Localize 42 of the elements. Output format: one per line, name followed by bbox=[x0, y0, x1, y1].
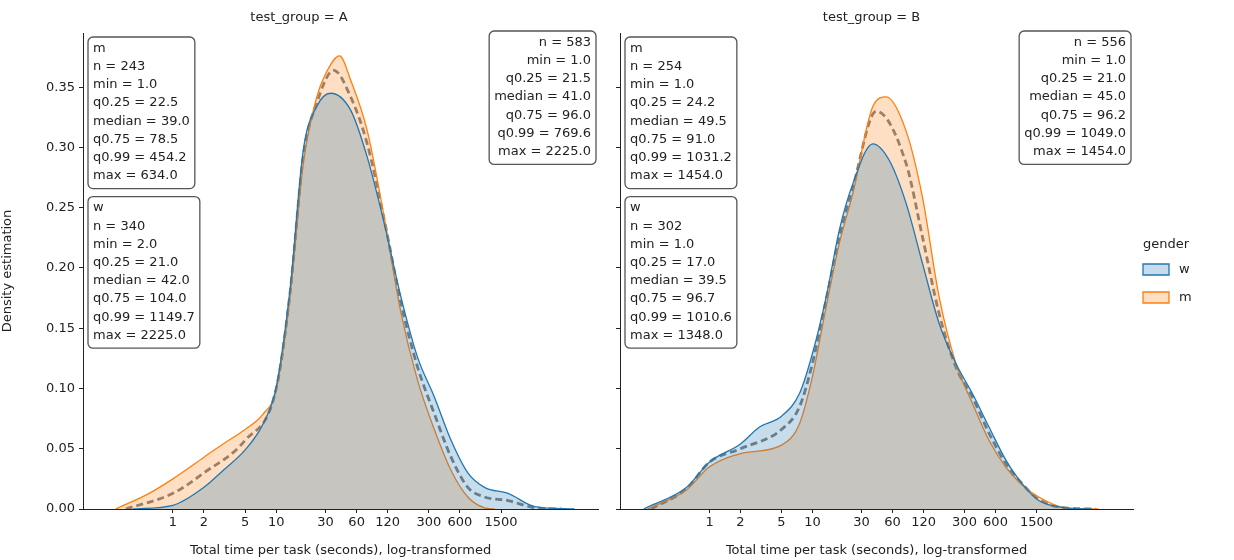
annotation: n = 583 min = 1.0 q0.25 = 21.5 median = 41.0 q0.75 = 96.0 q0.99 = 769.6 max = 2225.0 bbox=[494, 33, 591, 159]
y-axis-title: Density estimation bbox=[0, 209, 15, 333]
y-tick-label: 0.15 bbox=[46, 319, 75, 335]
x-tick-label: 60 bbox=[884, 514, 901, 530]
x-tick-label: 600 bbox=[983, 514, 1008, 530]
y-tick-label: 0.20 bbox=[46, 259, 75, 275]
chart-title: test_group = A bbox=[250, 9, 348, 25]
y-tick-label: 0.10 bbox=[46, 379, 75, 395]
x-axis-title: Total time per task (seconds), log-transformed bbox=[724, 541, 1028, 557]
annotation: w n = 302 min = 1.0 q0.25 = 17.0 median = 39.5 q0.75 = 96.7 q0.99 = 1010.6 max = 1348.0 bbox=[630, 199, 732, 342]
x-tick-label: 10 bbox=[267, 514, 285, 530]
annotation: n = 556 min = 1.0 q0.25 = 21.0 median = 45.0 q0.75 = 96.2 q0.99 = 1049.0 max = 1454.0 bbox=[1024, 33, 1126, 159]
y-tick-label: 0.35 bbox=[46, 78, 75, 94]
annotation: m n = 254 min = 1.0 q0.25 = 24.2 median = 49.5 q0.75 = 91.0 q0.99 = 1031.2 max = 1454.0 bbox=[630, 39, 732, 183]
legend-title: gender bbox=[1143, 236, 1190, 252]
x-tick-label: 5 bbox=[777, 514, 786, 530]
x-tick-label: 1500 bbox=[484, 514, 518, 530]
x-tick-label: 30 bbox=[853, 514, 870, 530]
y-tick-label: 0.05 bbox=[46, 440, 75, 456]
y-tick-label: 0.00 bbox=[46, 500, 75, 516]
x-tick-label: 300 bbox=[416, 514, 442, 530]
legend-label: w bbox=[1179, 261, 1190, 277]
chart-title: test_group = B bbox=[822, 9, 921, 25]
x-axis-title: Total time per task (seconds), log-transformed bbox=[188, 541, 492, 557]
legend-label: m bbox=[1179, 289, 1192, 305]
annotation: m n = 243 min = 1.0 q0.25 = 22.5 median = 39.0 q0.75 = 78.5 q0.99 = 454.2 max = 634.0 bbox=[93, 39, 190, 183]
y-tick-label: 0.25 bbox=[46, 199, 75, 215]
y-tick-label: 0.30 bbox=[46, 138, 75, 154]
x-tick-label: 1500 bbox=[1019, 514, 1054, 530]
x-tick-label: 30 bbox=[317, 514, 334, 530]
x-tick-label: 2 bbox=[736, 514, 745, 530]
x-tick-label: 60 bbox=[348, 514, 365, 530]
x-tick-label: 600 bbox=[447, 514, 473, 530]
x-tick-label: 10 bbox=[804, 514, 821, 530]
x-tick-label: 2 bbox=[199, 514, 209, 530]
x-tick-label: 5 bbox=[240, 514, 250, 530]
x-tick-label: 1 bbox=[168, 514, 178, 530]
annotation: w n = 340 min = 2.0 q0.25 = 21.0 median = 42.0 q0.75 = 104.0 q0.99 = 1149.7 max = 2225.0 bbox=[93, 199, 195, 342]
x-tick-label: 300 bbox=[952, 514, 977, 530]
x-tick-label: 120 bbox=[375, 514, 401, 530]
x-tick-label: 1 bbox=[705, 514, 714, 530]
x-tick-label: 120 bbox=[911, 514, 936, 530]
